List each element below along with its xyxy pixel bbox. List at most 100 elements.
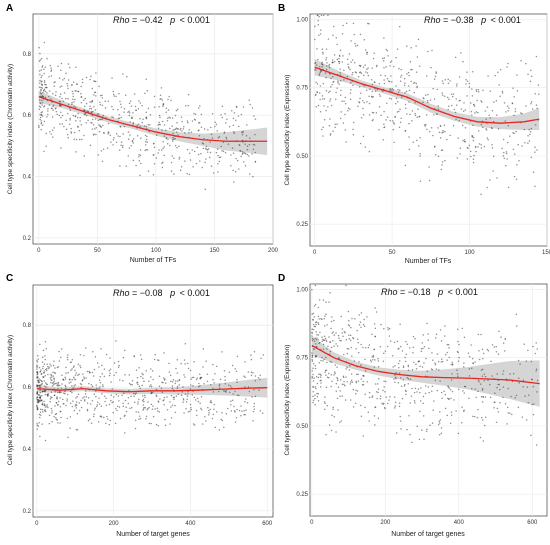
scatter-point xyxy=(325,56,328,59)
scatter-point xyxy=(105,404,108,406)
scatter-point xyxy=(422,395,425,398)
scatter-point xyxy=(317,334,320,336)
scatter-point xyxy=(530,75,533,78)
scatter-point xyxy=(203,128,206,130)
scatter-point xyxy=(230,165,232,167)
scatter-point xyxy=(321,336,323,338)
scatter-point xyxy=(246,153,249,156)
scatter-point xyxy=(75,372,77,374)
scatter-point xyxy=(482,126,484,129)
scatter-point xyxy=(124,432,126,434)
scatter-point xyxy=(417,38,420,41)
scatter-point xyxy=(36,373,39,375)
scatter-point xyxy=(209,384,212,386)
scatter-point xyxy=(447,108,449,111)
scatter-point xyxy=(252,419,254,422)
scatter-point xyxy=(419,391,421,394)
y-tick-label: 0.25 xyxy=(296,222,308,228)
scatter-point xyxy=(383,110,385,113)
scatter-point xyxy=(362,323,365,326)
scatter-point xyxy=(491,147,494,149)
scatter-point xyxy=(253,408,256,411)
scatter-point xyxy=(412,346,415,348)
scatter-point xyxy=(328,376,330,379)
scatter-point xyxy=(318,299,321,301)
scatter-point xyxy=(384,75,387,77)
scatter-point xyxy=(143,380,145,382)
scatter-point xyxy=(172,136,174,139)
scatter-point xyxy=(46,92,48,94)
scatter-point xyxy=(236,159,239,162)
scatter-point xyxy=(184,363,186,365)
scatter-point xyxy=(73,378,75,380)
scatter-point xyxy=(46,57,48,60)
scatter-point xyxy=(178,145,180,147)
scatter-point xyxy=(52,109,54,112)
scatter-point xyxy=(345,368,347,370)
scatter-point xyxy=(83,376,85,378)
scatter-point xyxy=(356,44,359,47)
scatter-point xyxy=(38,378,40,380)
scatter-point xyxy=(371,396,373,399)
scatter-point xyxy=(93,413,95,415)
scatter-point xyxy=(171,380,174,383)
scatter-point xyxy=(183,126,185,128)
scatter-point xyxy=(214,372,216,375)
scatter-point xyxy=(66,359,69,361)
scatter-point xyxy=(63,403,65,405)
scatter-point xyxy=(44,83,46,86)
scatter-point xyxy=(95,95,97,97)
scatter-point xyxy=(104,400,106,403)
scatter-point xyxy=(44,96,47,99)
scatter-point xyxy=(36,361,39,363)
scatter-point xyxy=(364,49,367,51)
scatter-point xyxy=(253,402,256,405)
scatter-point xyxy=(75,90,77,92)
scatter-point xyxy=(254,133,256,136)
scatter-point xyxy=(39,99,41,101)
scatter-point xyxy=(51,410,53,412)
scatter-point xyxy=(468,144,470,147)
scatter-point xyxy=(442,129,444,132)
scatter-point xyxy=(200,126,203,129)
scatter-point xyxy=(400,117,402,119)
scatter-point xyxy=(115,141,118,144)
scatter-point xyxy=(187,393,189,395)
scatter-point xyxy=(44,358,47,361)
scatter-point xyxy=(495,114,498,116)
scatter-point xyxy=(314,284,317,287)
scatter-point xyxy=(526,386,529,388)
scatter-point xyxy=(409,113,411,116)
scatter-point xyxy=(364,358,366,361)
scatter-point xyxy=(109,368,112,371)
scatter-point xyxy=(45,145,47,147)
scatter-point xyxy=(477,333,480,336)
scatter-point xyxy=(37,400,39,403)
scatter-point xyxy=(136,135,139,137)
loess-fit-line xyxy=(38,96,268,142)
scatter-point xyxy=(153,106,156,108)
scatter-point xyxy=(165,111,167,113)
scatter-point xyxy=(312,319,314,321)
scatter-point xyxy=(328,66,331,69)
scatter-point xyxy=(186,395,189,397)
scatter-point xyxy=(339,94,342,96)
scatter-point xyxy=(328,336,330,338)
scatter-point xyxy=(103,395,106,398)
scatter-point xyxy=(423,98,425,100)
x-tick-labels: 0 200 400 600 xyxy=(310,520,538,526)
scatter-point xyxy=(502,373,504,375)
scatter-point xyxy=(476,99,478,102)
scatter-point xyxy=(152,154,155,156)
scatter-point xyxy=(234,171,237,173)
scatter-point xyxy=(139,354,142,356)
scatter-point xyxy=(172,378,175,381)
scatter-point xyxy=(133,93,136,95)
scatter-point xyxy=(181,130,183,132)
scatter-point xyxy=(57,65,59,67)
scatter-point xyxy=(475,90,478,93)
scatter-point xyxy=(480,193,482,195)
scatter-point xyxy=(188,131,190,134)
scatter-point xyxy=(395,56,397,59)
scatter-point xyxy=(413,91,415,94)
